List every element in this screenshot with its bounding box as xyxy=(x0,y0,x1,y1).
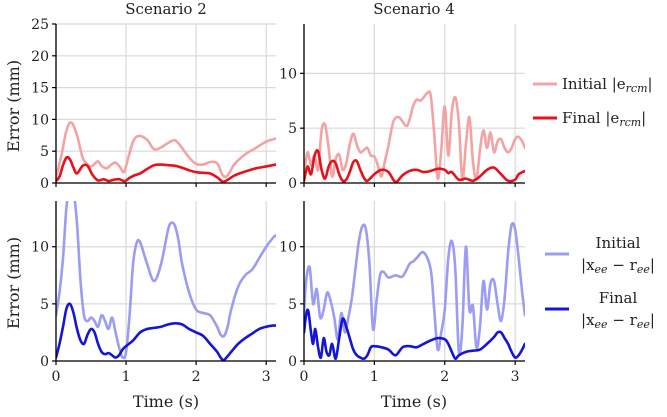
y-tick-label: 10 xyxy=(279,240,297,256)
legend-ee-initial-expr-a: |x xyxy=(581,256,595,274)
legend-rcm-final-sub: rcm xyxy=(619,116,641,129)
y-tick-label: 0 xyxy=(288,176,297,192)
series-line-initial xyxy=(56,201,276,360)
legend-rcm-initial-text: Initial |e xyxy=(562,75,626,93)
series-line-initial xyxy=(304,90,525,182)
legend-ee-final-close: | xyxy=(650,311,655,329)
legend-ee-final-label: Final xyxy=(599,289,638,307)
y-tick-label: 0 xyxy=(40,354,49,370)
x-tick-label: 1 xyxy=(370,369,379,385)
panels: 0 5 10 15 20 25 0 5 10 0 5 10 0 1 2 3 0 5 10 0 1 2 3 xyxy=(31,17,525,385)
y-tick-label: 0 xyxy=(288,354,297,370)
legend-ee-final-expr-a: |x xyxy=(581,311,595,329)
legend-rcm-final-label: Final |ercm| xyxy=(562,109,646,129)
column-title-left: Scenario 2 xyxy=(125,0,206,18)
x-tick-label: 3 xyxy=(262,369,271,385)
legend-ee: Initial |xee − ree| Final |xee − ree| xyxy=(545,234,655,331)
legend-rcm-initial-sub: rcm xyxy=(626,82,648,95)
legend-rcm-final-close: | xyxy=(641,109,646,127)
column-title-right: Scenario 4 xyxy=(373,0,454,18)
y-tick-label: 15 xyxy=(31,81,49,97)
y-tick-label: 5 xyxy=(288,297,297,313)
legend-rcm-initial-close: | xyxy=(648,75,653,93)
legend-ee-initial-expr-b: − r xyxy=(608,256,638,274)
series-line-final xyxy=(56,155,276,183)
legend-rcm-initial-label: Initial |ercm| xyxy=(562,75,653,95)
x-tick-label: 1 xyxy=(122,369,131,385)
series-line-initial xyxy=(304,222,525,356)
legend-ee-initial-sub-a: ee xyxy=(595,263,609,276)
panel-1: 0 5 10 xyxy=(279,24,525,192)
x-tick-label: 3 xyxy=(511,369,520,385)
legend-ee-final-sub-b: ee xyxy=(637,318,651,331)
series-line-final xyxy=(304,149,525,183)
y-tick-label: 10 xyxy=(31,112,49,128)
legend-rcm-final-text: Final |e xyxy=(562,109,619,127)
x-tick-label: 2 xyxy=(192,369,201,385)
x-tick-label: 2 xyxy=(440,369,449,385)
y-tick-label: 5 xyxy=(288,121,297,137)
y-axis-label-top: Error (mm) xyxy=(4,60,23,152)
y-tick-label: 25 xyxy=(31,17,49,33)
panel-0: 0 5 10 15 20 25 xyxy=(31,17,276,192)
x-axis-label-right: Time (s) xyxy=(381,392,447,411)
legend-ee-initial-expr: |xee − ree| xyxy=(581,256,655,276)
x-tick-label: 0 xyxy=(300,369,309,385)
legend-ee-final-expr: |xee − ree| xyxy=(581,311,655,331)
series-line-final xyxy=(56,302,276,361)
legend-ee-final-sub-a: ee xyxy=(595,318,609,331)
legend-rcm: Initial |ercm| Final |ercm| xyxy=(533,75,653,129)
x-tick-label: 0 xyxy=(52,369,61,385)
legend-ee-initial-sub-b: ee xyxy=(637,263,651,276)
legend-ee-initial-close: | xyxy=(650,256,655,274)
y-tick-label: 5 xyxy=(40,144,49,160)
series-line-final xyxy=(304,308,525,361)
x-axis-label-left: Time (s) xyxy=(133,392,199,411)
legend-ee-initial-label: Initial xyxy=(596,234,641,252)
y-axis-label-bottom: Error (mm) xyxy=(4,237,23,329)
y-tick-label: 10 xyxy=(31,240,49,256)
y-tick-label: 0 xyxy=(40,176,49,192)
y-tick-label: 10 xyxy=(279,66,297,82)
panel-3: 0 5 10 0 1 2 3 xyxy=(279,201,525,385)
legend-ee-final-expr-b: − r xyxy=(608,311,638,329)
panel-2: 0 5 10 0 1 2 3 xyxy=(31,201,276,385)
y-tick-label: 5 xyxy=(40,297,49,313)
y-tick-label: 20 xyxy=(31,49,49,65)
